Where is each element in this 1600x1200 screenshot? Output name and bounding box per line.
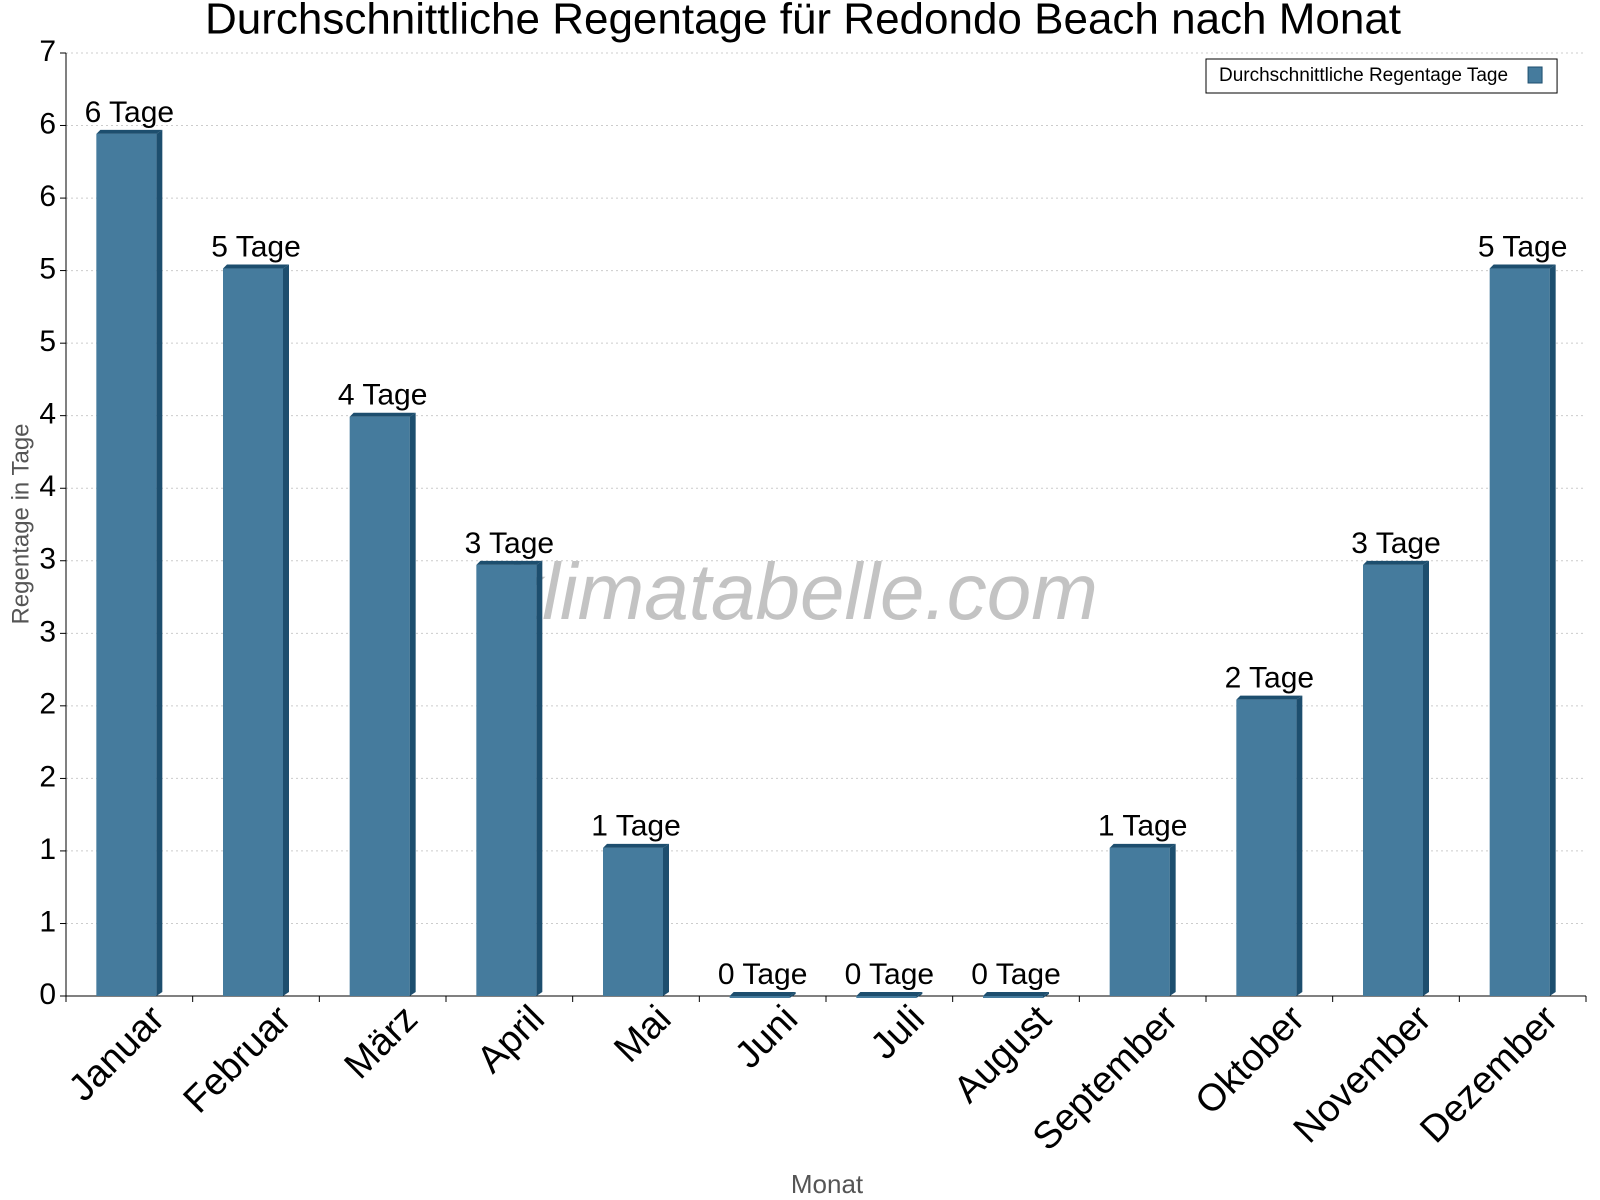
- bar: [603, 847, 663, 996]
- bar-top: [1236, 695, 1303, 700]
- x-tick-label: Januar: [61, 998, 173, 1110]
- y-tick-label: 5: [39, 252, 56, 285]
- y-tick-label: 3: [39, 615, 56, 648]
- bar: [1109, 847, 1170, 996]
- data-label: 0 Tage: [718, 958, 808, 991]
- bar-top: [223, 264, 289, 269]
- bar-top: [1109, 843, 1176, 848]
- y-tick-label: 2: [39, 760, 56, 793]
- data-label: 1 Tage: [591, 810, 681, 843]
- y-tick-label: 1: [39, 905, 56, 938]
- y-axis-label: Regentage in Tage: [7, 423, 34, 624]
- bar-side: [1296, 695, 1303, 996]
- bar-side: [916, 992, 923, 998]
- bar-side: [663, 843, 669, 996]
- bar-side: [1549, 264, 1556, 996]
- data-label: 5 Tage: [1478, 230, 1568, 263]
- bar: [1489, 268, 1550, 996]
- bar-side: [789, 992, 796, 998]
- data-label: 0 Tage: [971, 958, 1061, 991]
- bar-side: [536, 560, 543, 996]
- watermark: klimatabelle.com: [502, 547, 1098, 636]
- legend-label: Durchschnittliche Regentage Tage: [1219, 65, 1508, 86]
- bar: [729, 996, 790, 998]
- data-label: 2 Tage: [1225, 662, 1315, 695]
- bar-side: [1043, 992, 1049, 998]
- bar: [223, 268, 283, 996]
- legend-box: [1205, 58, 1558, 94]
- data-label: 4 Tage: [338, 379, 428, 412]
- data-label: 3 Tage: [465, 527, 555, 560]
- data-label: 6 Tage: [85, 96, 175, 129]
- x-tick-label: April: [469, 998, 552, 1081]
- bar-top: [603, 843, 669, 848]
- y-tick-label: 0: [39, 978, 56, 1011]
- y-tick-label: 4: [39, 470, 56, 503]
- bar-top: [1363, 560, 1429, 565]
- bar-top: [1489, 264, 1556, 269]
- x-tick-label: Mai: [606, 998, 679, 1071]
- y-tick-label: 2: [39, 688, 56, 721]
- bar-top: [856, 992, 923, 996]
- data-label: 3 Tage: [1351, 527, 1441, 560]
- legend: Durchschnittliche Regentage Tage: [1205, 58, 1558, 94]
- bar: [983, 996, 1043, 998]
- data-label: 5 Tage: [211, 230, 301, 263]
- bar-top: [96, 129, 163, 134]
- bar-side: [156, 129, 163, 997]
- x-tick-label: August: [946, 997, 1060, 1111]
- x-axis-label: Monat: [791, 1169, 864, 1199]
- y-tick-label: 4: [39, 398, 56, 431]
- y-tick-label: 7: [39, 35, 56, 68]
- bar-top: [349, 412, 416, 417]
- x-tick-label: Februar: [176, 998, 300, 1122]
- bar: [476, 564, 537, 996]
- y-tick-label: 5: [39, 325, 56, 358]
- bar-side: [283, 264, 289, 996]
- x-tick-label: Oktober: [1188, 998, 1314, 1124]
- x-tick-label: März: [337, 998, 426, 1087]
- y-tick-label: 3: [39, 543, 56, 576]
- bar-side: [1423, 560, 1429, 996]
- x-tick-label: Juli: [863, 998, 933, 1068]
- bar-side: [409, 412, 416, 996]
- x-tick-label: November: [1286, 998, 1440, 1152]
- legend-swatch: [1527, 66, 1543, 84]
- bar: [1363, 564, 1423, 996]
- bar-top: [983, 992, 1049, 996]
- bar: [349, 416, 410, 996]
- bar: [96, 133, 157, 997]
- bar: [856, 996, 917, 998]
- x-tick-label: Dezember: [1412, 998, 1566, 1152]
- x-tick-label: Juni: [727, 998, 806, 1077]
- y-tick-label: 6: [39, 180, 56, 213]
- bar-side: [1169, 843, 1176, 996]
- y-tick-label: 6: [39, 107, 56, 140]
- chart-title: Durchschnittliche Regentage für Redondo …: [205, 0, 1401, 44]
- bar: [1236, 699, 1297, 996]
- bar-top: [729, 992, 796, 996]
- data-label: 1 Tage: [1098, 810, 1188, 843]
- data-label: 0 Tage: [845, 958, 935, 991]
- bar-top: [476, 560, 543, 565]
- y-tick-label: 1: [39, 833, 56, 866]
